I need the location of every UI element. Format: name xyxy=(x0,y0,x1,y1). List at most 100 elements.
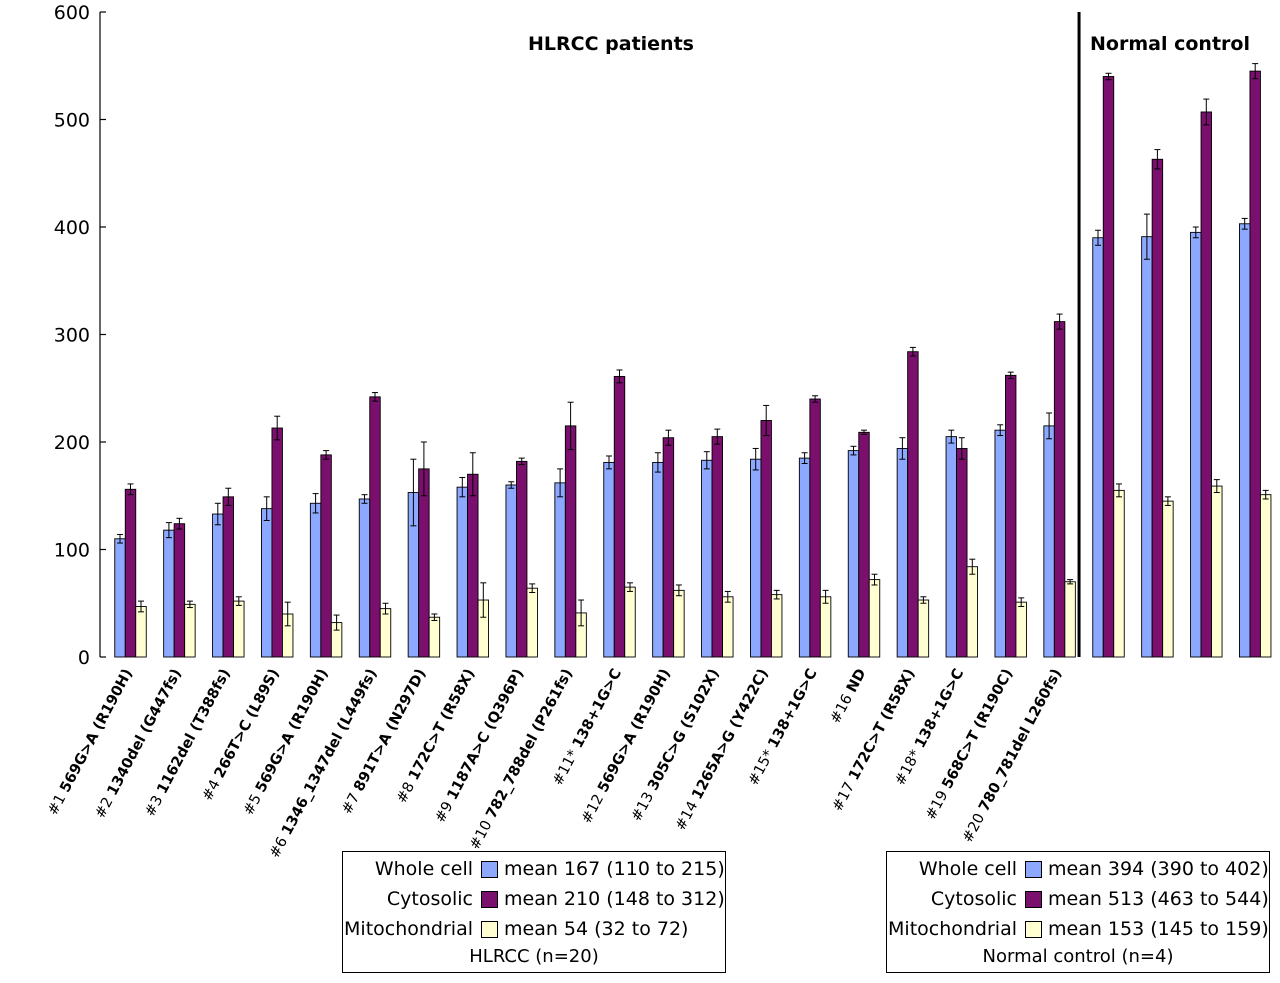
error-bar xyxy=(382,602,389,615)
error-bar xyxy=(752,447,759,471)
error-bar xyxy=(822,589,829,604)
error-bar xyxy=(899,437,906,460)
error-bar xyxy=(312,493,319,514)
group-title-hlrcc: HLRCC patients xyxy=(528,33,694,55)
bar-mitochondrial xyxy=(917,599,930,658)
x-tick-mutation: 138+1G>C xyxy=(766,666,821,751)
legend-swatch-mitochondrial xyxy=(1025,920,1042,938)
bar-cytosolic xyxy=(124,488,137,658)
legend-swatch-cytosolic xyxy=(1025,890,1042,908)
legend-swatch-whole-cell xyxy=(481,860,498,878)
legend-swatch-mitochondrial xyxy=(481,920,498,938)
error-bar xyxy=(675,584,682,597)
bar-whole-cell xyxy=(163,529,175,658)
error-bar xyxy=(186,600,193,609)
error-bar xyxy=(420,441,427,497)
bar-cytosolic xyxy=(222,496,235,658)
bar-cytosolic xyxy=(516,460,528,658)
error-bar xyxy=(997,424,1004,437)
error-bar xyxy=(469,452,476,497)
y-tick-label: 0 xyxy=(78,647,90,669)
bar-cytosolic xyxy=(907,351,919,658)
bars xyxy=(114,63,1272,658)
bar-cytosolic xyxy=(564,425,577,658)
x-tick-label: #1 569G>A (R190H) xyxy=(45,666,136,818)
legend-label: Whole cell xyxy=(374,858,473,880)
bar-cytosolic xyxy=(809,398,821,658)
x-tick-mutation: 138+1G>C xyxy=(912,666,967,751)
bar-cytosolic xyxy=(1249,70,1261,658)
bar-mitochondrial xyxy=(135,606,147,658)
error-bar xyxy=(920,596,927,604)
legend-row-mitochondrial: Mitochondrial mean 54 (32 to 72) xyxy=(343,914,725,944)
y-axis: 0 100 200 300 400 500 600 xyxy=(54,2,106,669)
error-bar xyxy=(703,451,710,470)
group-title-control: Normal control xyxy=(1090,33,1250,55)
legend-hlrcc: Whole cell mean 167 (110 to 215) Cytosol… xyxy=(342,851,726,973)
error-bar xyxy=(567,401,574,451)
bar-cytosolic xyxy=(662,437,675,658)
bar-cytosolic xyxy=(858,431,870,658)
bar-mitochondrial xyxy=(673,589,685,658)
bar-whole-cell xyxy=(309,502,322,658)
x-tick-label: #16 ND xyxy=(828,666,870,726)
y-tick-label: 200 xyxy=(54,432,90,454)
error-bar xyxy=(372,392,378,402)
error-bar xyxy=(508,481,515,489)
bar-cytosolic xyxy=(1102,76,1115,658)
error-bar xyxy=(1203,98,1210,126)
bar-whole-cell xyxy=(1092,237,1104,658)
bar-whole-cell xyxy=(114,538,126,658)
bar-cytosolic xyxy=(369,396,381,658)
x-tick-mutation: 782_788del (P261fs) xyxy=(484,666,577,821)
bar-mitochondrial xyxy=(722,596,734,658)
bar-mitochondrial xyxy=(966,566,978,658)
bar-mitochondrial xyxy=(379,608,392,658)
bar-mitochondrial xyxy=(868,579,881,658)
x-tick-label: #3 1162del (T388fs) xyxy=(142,666,234,819)
x-tick-id: #18* xyxy=(892,743,926,788)
error-bar xyxy=(127,483,134,496)
error-bar xyxy=(1192,226,1199,239)
error-bar xyxy=(1252,63,1259,80)
x-tick-label: #2 1340del (G447fs) xyxy=(92,666,184,821)
legend-footer-hlrcc: HLRCC (n=20) xyxy=(469,946,599,967)
bar-whole-cell xyxy=(994,429,1006,658)
x-tick-label: #9 1187A>C (Q396P) xyxy=(432,666,527,825)
error-bar xyxy=(518,457,525,466)
error-bar xyxy=(1018,597,1025,607)
error-bar xyxy=(1241,217,1248,230)
bar-whole-cell xyxy=(212,513,224,658)
error-bar xyxy=(606,455,612,470)
bar-whole-cell xyxy=(1238,223,1251,658)
error-bar xyxy=(969,558,976,575)
bar-mitochondrial xyxy=(1015,601,1027,658)
bar-mitochondrial xyxy=(184,603,196,658)
y-tick-label: 300 xyxy=(54,325,90,347)
bar-whole-cell xyxy=(505,484,517,658)
error-bar xyxy=(812,395,819,403)
error-bar xyxy=(431,613,438,621)
error-bar xyxy=(1164,496,1171,506)
error-bar xyxy=(714,428,721,445)
error-bar xyxy=(529,583,536,593)
error-bar xyxy=(616,369,623,384)
error-bar xyxy=(263,496,270,521)
error-bar xyxy=(773,589,780,600)
bar-cytosolic xyxy=(467,473,479,658)
x-tick-label: #19 568C>T (R190C) xyxy=(923,666,1016,822)
error-bar xyxy=(948,429,955,444)
x-tick-label: #5 569G>A (R190H) xyxy=(241,666,332,818)
error-bar xyxy=(214,502,221,526)
legend-row-cytosolic: Cytosolic mean 513 (463 to 544) xyxy=(887,884,1269,914)
y-tick-label: 100 xyxy=(54,540,90,562)
legend-control: Whole cell mean 394 (390 to 402) Cytosol… xyxy=(886,851,1270,973)
legend-label: Mitochondrial xyxy=(888,918,1017,940)
error-bar xyxy=(627,582,633,592)
error-bar xyxy=(1116,483,1122,498)
error-bar xyxy=(176,517,183,530)
error-bar xyxy=(284,601,291,627)
bar-cytosolic xyxy=(418,468,430,658)
x-tick-label: #12 569G>A (R190H) xyxy=(579,666,674,826)
